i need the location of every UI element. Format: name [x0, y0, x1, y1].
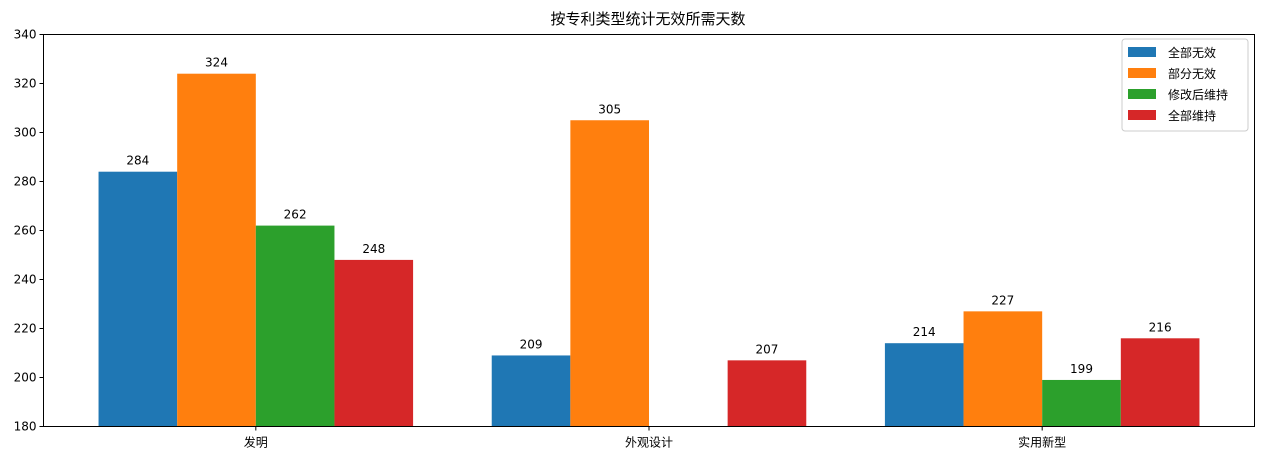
bars — [98, 73, 1200, 427]
legend-swatch — [1128, 89, 1156, 99]
y-tick-label: 200 — [14, 371, 37, 385]
x-axis: 发明 外观设计 实用新型 — [244, 426, 1066, 450]
data-label: 324 — [205, 56, 228, 70]
legend-label: 全部维持 — [1168, 108, 1216, 123]
legend-box — [1121, 38, 1249, 132]
data-label: 216 — [1149, 320, 1172, 334]
y-axis: 180 200 220 240 260 280 300 320 340 — [14, 28, 44, 434]
data-label: 305 — [598, 102, 621, 116]
bar — [884, 343, 964, 427]
y-tick-label: 260 — [14, 224, 37, 238]
bar — [255, 225, 335, 427]
legend-swatch — [1128, 47, 1156, 57]
legend-label: 修改后维持 — [1168, 87, 1228, 102]
y-tick-label: 240 — [14, 273, 37, 287]
data-label: 227 — [991, 293, 1014, 307]
data-labels: 284 209 214 324 305 227 262 199 248 207 216 — [126, 56, 1171, 376]
y-tick-label: 300 — [14, 126, 37, 140]
y-tick-label: 180 — [14, 420, 37, 434]
bar — [334, 259, 414, 427]
bar — [570, 120, 649, 427]
x-tick-label: 发明 — [244, 435, 268, 450]
legend-label: 全部无效 — [1168, 45, 1216, 60]
y-tick-label: 320 — [14, 77, 37, 91]
data-label: 199 — [1070, 362, 1093, 376]
legend-label: 部分无效 — [1168, 66, 1216, 81]
data-label: 248 — [362, 242, 385, 256]
bar — [491, 355, 571, 427]
data-label: 262 — [284, 208, 307, 222]
bar — [727, 360, 807, 427]
data-label: 209 — [520, 337, 543, 351]
bar — [1120, 338, 1200, 427]
y-tick-label: 340 — [14, 28, 37, 42]
legend-swatch — [1128, 68, 1156, 78]
bar — [98, 171, 178, 427]
x-tick-label: 外观设计 — [625, 436, 673, 450]
data-label: 284 — [126, 154, 149, 168]
data-label: 214 — [913, 325, 936, 339]
y-tick-label: 220 — [14, 322, 37, 336]
x-tick-label: 实用新型 — [1018, 435, 1066, 450]
data-label: 207 — [756, 342, 779, 356]
bar — [963, 311, 1043, 427]
chart-title: 按专利类型统计无效所需天数 — [550, 10, 745, 28]
legend-swatch — [1128, 110, 1156, 120]
bar — [1042, 379, 1121, 427]
y-tick-label: 280 — [14, 175, 37, 189]
bar — [177, 73, 256, 427]
